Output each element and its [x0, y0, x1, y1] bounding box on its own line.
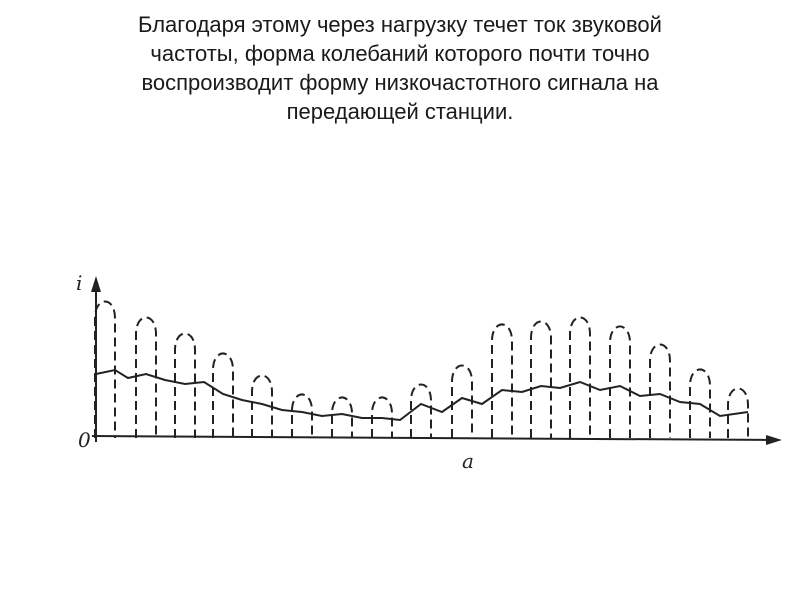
pulse: [212, 352, 234, 438]
pulse: [331, 396, 353, 438]
caption-line: передающей станции.: [286, 99, 514, 124]
caption-line: воспроизводит форму низкочастотного сигн…: [141, 70, 659, 95]
x-axis: [91, 435, 775, 441]
caption-line: частоты, форма колебаний которого почти …: [150, 41, 650, 66]
x-axis-label: a: [462, 449, 474, 473]
x-axis-arrow: [766, 435, 782, 445]
pulse: [174, 332, 196, 438]
caption-line: Благодаря этому через нагрузку течет ток…: [138, 12, 662, 37]
pulse: [689, 368, 711, 438]
y-axis-arrow: [91, 276, 101, 292]
pulse: [491, 323, 513, 438]
y-axis-label: i: [76, 271, 82, 295]
pulse: [569, 316, 591, 438]
origin-label: 0: [78, 428, 91, 452]
pulse: [251, 374, 273, 438]
pulses: [94, 300, 749, 438]
pulse: [609, 325, 631, 438]
pulse: [94, 300, 116, 438]
pulse: [291, 393, 313, 438]
pulse: [649, 343, 671, 438]
pulse: [135, 316, 157, 438]
pulse: [410, 383, 432, 438]
pulse: [530, 320, 552, 438]
pulse: [727, 387, 749, 438]
caption: Благодаря этому через нагрузку течет ток…: [0, 10, 800, 126]
pulse: [371, 396, 393, 438]
pulse: [451, 364, 473, 438]
envelope: [95, 368, 749, 422]
